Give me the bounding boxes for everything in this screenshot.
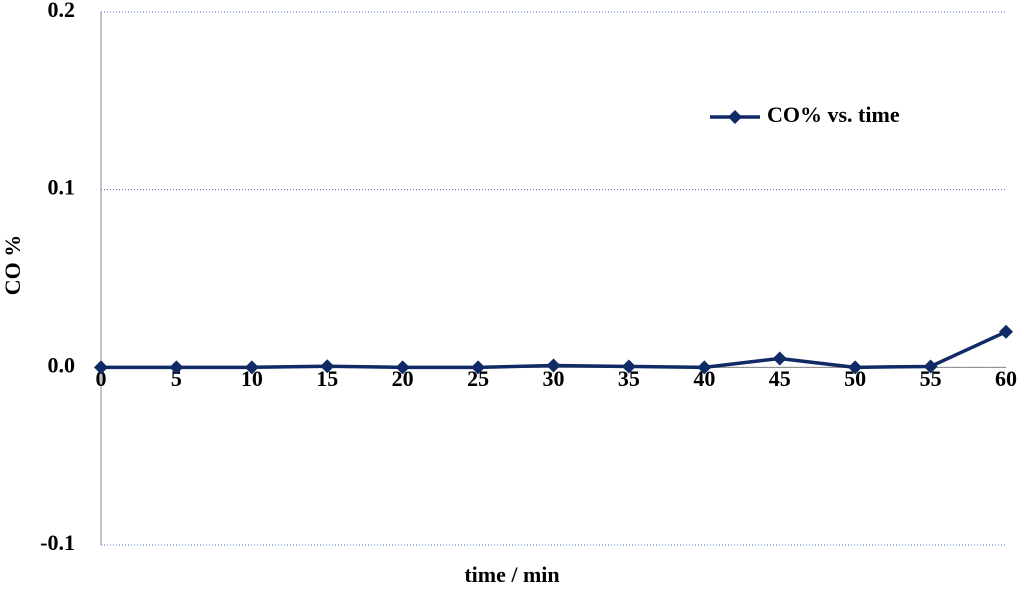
y-tick-label: 0.0 <box>48 352 76 377</box>
x-axis-title: time / min <box>464 562 559 587</box>
x-tick-label: 45 <box>769 366 791 391</box>
data-point <box>621 359 636 374</box>
data-point <box>848 360 863 375</box>
y-tick-label: 0.2 <box>48 0 76 22</box>
x-tick-label: 5 <box>171 366 182 391</box>
x-tick-label: 25 <box>467 366 489 391</box>
x-tick-label: 0 <box>96 366 107 391</box>
x-tick-label: 35 <box>618 366 640 391</box>
legend-label: CO% vs. time <box>767 102 900 127</box>
x-tick-label: 50 <box>844 366 866 391</box>
data-point <box>395 360 410 375</box>
x-tick-label: 30 <box>543 366 565 391</box>
y-axis-title: CO % <box>0 235 25 296</box>
y-tick-label: -0.1 <box>40 530 75 555</box>
data-point <box>697 360 712 375</box>
x-tick-label: 15 <box>316 366 338 391</box>
x-tick-label: 60 <box>995 366 1017 391</box>
data-point <box>772 351 787 366</box>
x-tick-label: 10 <box>241 366 263 391</box>
data-point <box>999 324 1013 339</box>
x-tick-label: 40 <box>693 366 715 391</box>
data-point <box>244 360 259 375</box>
x-tick-label: 20 <box>392 366 414 391</box>
data-point <box>94 360 108 375</box>
data-point <box>320 359 335 374</box>
x-tick-label: 55 <box>920 366 942 391</box>
data-point <box>169 360 184 375</box>
data-point <box>471 360 486 375</box>
data-point <box>923 359 938 374</box>
data-point <box>546 358 561 373</box>
legend-marker <box>728 110 742 124</box>
y-tick-label: 0.1 <box>48 175 76 200</box>
